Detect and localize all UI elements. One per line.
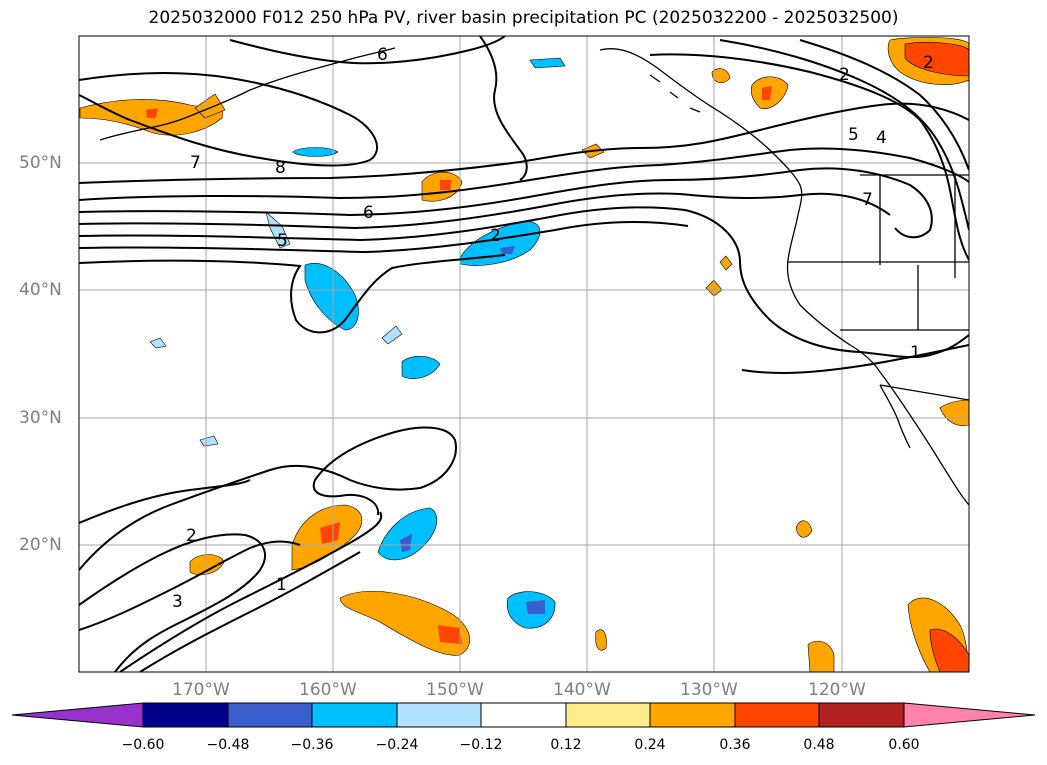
- map-title: 2025032000 F012 250 hPa PV, river basin …: [148, 8, 899, 28]
- colorbar-tick-label: −0.60: [121, 737, 165, 753]
- contour-label: 7: [862, 190, 873, 210]
- colorbar-tick-label: 0.12: [550, 737, 582, 753]
- contour-label: 1: [276, 575, 287, 595]
- graticule: [79, 36, 969, 672]
- lon-label: 150°W: [426, 680, 484, 700]
- contour-label: 6: [363, 203, 374, 223]
- contour-label: 2: [839, 65, 850, 85]
- contour-label: 2: [923, 53, 934, 73]
- colorbar-tick-label: 0.24: [634, 737, 666, 753]
- colorbar-tick-label: 0.48: [803, 737, 835, 753]
- contour-label: 7: [190, 153, 201, 173]
- lon-label: 130°W: [680, 680, 738, 700]
- contour-label: 1: [910, 343, 921, 363]
- contour-label: 4: [876, 128, 887, 148]
- contour-label: 8: [275, 158, 286, 178]
- colorbar-tick-label: −0.48: [206, 737, 250, 753]
- contour-label: 5: [277, 231, 288, 251]
- lon-label: 140°W: [553, 680, 611, 700]
- lat-label: 50°N: [19, 153, 62, 173]
- contour-labels: 6 7 8 6 5 2 2 5 4 7 1 2 3 1 2: [172, 45, 934, 612]
- precip-shading: [79, 37, 969, 672]
- contour-label: 6: [377, 45, 388, 65]
- colorbar-tick-label: −0.12: [459, 737, 503, 753]
- lat-label: 30°N: [19, 408, 62, 428]
- plot-background: [79, 36, 969, 672]
- coastlines: [99, 47, 969, 506]
- lat-label: 20°N: [19, 535, 62, 555]
- colorbar-tick-label: −0.36: [290, 737, 334, 753]
- colorbar-tick-label: −0.24: [375, 737, 419, 753]
- colorbar-tick-label: 0.60: [888, 737, 920, 753]
- contour-label: 3: [172, 592, 183, 612]
- plot-frame: [78, 35, 970, 673]
- pv-contours: [79, 36, 969, 672]
- lon-label: 160°W: [299, 680, 357, 700]
- lat-label: 40°N: [19, 280, 62, 300]
- contour-label: 5: [848, 125, 859, 145]
- lon-label: 120°W: [808, 680, 866, 700]
- contour-label: 2: [186, 526, 197, 546]
- contour-label: 2: [490, 226, 501, 246]
- lon-label: 170°W: [172, 680, 230, 700]
- colorbar: [11, 702, 1036, 728]
- colorbar-tick-label: 0.36: [719, 737, 751, 753]
